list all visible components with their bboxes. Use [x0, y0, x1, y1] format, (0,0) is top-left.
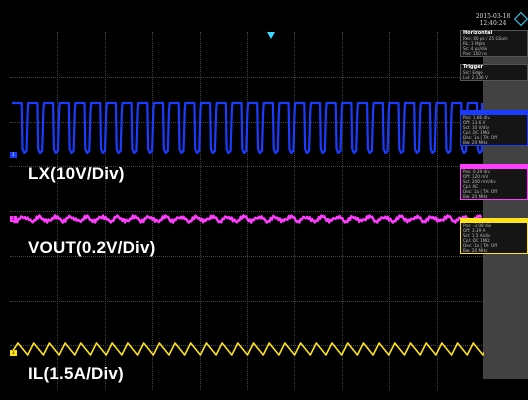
ch2-line: Cpl: AC	[463, 184, 479, 189]
settings-panel: 2015-03-18 12:40:24 Horizontal Res: 40 p…	[458, 0, 528, 400]
ch2-line: Dec: 1a | TA: Off	[463, 189, 498, 194]
ch2-ground-tag: 2	[10, 216, 17, 222]
ch3-label: IL(1.5A/Div)	[28, 364, 124, 383]
ch3-settings-box[interactable]: Pos: -3.08 div Off: 3.39 A Scl: 1.5 A/di…	[460, 218, 528, 254]
right-panel-overlay	[483, 36, 528, 379]
ch2-line: Off: 120 mV	[463, 174, 489, 179]
ch1-line: Pos: 1.86 div	[463, 115, 490, 120]
horizontal-line: RL: 1 Mpts	[463, 41, 486, 46]
trigger-line: Src: Edge	[463, 70, 483, 75]
trigger-position-marker[interactable]	[267, 32, 275, 39]
ch1-line: Bw: 20 MHz	[463, 140, 488, 145]
grid-horizontal-line	[10, 211, 484, 212]
ch3-line: Off: 3.39 A	[463, 228, 486, 233]
trigger-settings-box[interactable]: Trigger Src: Edge Lvl: 2.136 V	[460, 64, 528, 81]
ch2-header-bar	[461, 165, 527, 169]
ch2-waveform	[10, 214, 483, 224]
ch1-line: Scl: 10 V/div	[463, 125, 490, 130]
horizontal-settings-box[interactable]: Horizontal Res: 40 ps / 25 GSa/s RL: 1 M…	[460, 30, 528, 57]
ch1-line: Off: 13.6 V	[463, 120, 486, 125]
ch3-header-bar	[461, 219, 527, 223]
ch2-label: VOUT(0.2V/Div)	[28, 238, 156, 257]
grid-horizontal-line	[10, 345, 484, 347]
ch2-settings-box[interactable]: Pos: 0.29 div Off: 120 mV Scl: 200 mV/di…	[460, 164, 528, 200]
horizontal-title: Horizontal	[463, 30, 493, 36]
grid-horizontal-line	[10, 76, 484, 78]
ch3-ground-tag: 3	[10, 350, 17, 356]
ch3-line: Dec: 1a | TA: Off	[463, 243, 498, 248]
trigger-title: Trigger	[463, 64, 484, 70]
ch1-waveform	[12, 101, 484, 155]
ch3-line: Scl: 1.5 A/div	[463, 233, 491, 238]
grid-horizontal-line	[10, 300, 484, 302]
ch3-line: Cpl: DC 1MΩ	[463, 238, 490, 243]
ch3-line: Pos: -3.08 div	[463, 223, 492, 228]
ch1-ground-tag: 1	[10, 152, 17, 158]
date-readout: 2015-03-18	[475, 13, 511, 20]
trigger-line: Lvl: 2.136 V	[463, 75, 488, 80]
grid-horizontal-line	[10, 255, 484, 257]
ch1-label: LX(10V/Div)	[28, 164, 125, 183]
ch1-line: Dec: 1a | TA: Off	[463, 135, 498, 140]
time-readout: 12:40:24	[479, 20, 507, 27]
waveform-area	[10, 101, 484, 356]
horizontal-line: Sc: 4 μs/div	[463, 46, 488, 51]
ch2-line: Pos: 0.29 div	[463, 169, 490, 174]
horizontal-line: Pos: 150 ns	[463, 51, 488, 56]
ch1-line: Cpl: DC 1MΩ	[463, 130, 490, 135]
grid-horizontal-line	[10, 166, 484, 168]
ch3-line: Bw: 20 MHz	[463, 248, 488, 253]
ch2-line: Bw: 20 MHz	[463, 194, 488, 199]
horizontal-line: Res: 40 ps / 25 GSa/s	[463, 36, 508, 41]
ch1-settings-box[interactable]: Pos: 1.86 div Off: 13.6 V Scl: 10 V/div …	[460, 110, 528, 146]
ch2-line: Scl: 200 mV/div	[463, 179, 496, 184]
ch1-header-bar	[461, 111, 527, 115]
ch3-waveform	[11, 342, 484, 356]
graticule	[10, 32, 484, 390]
